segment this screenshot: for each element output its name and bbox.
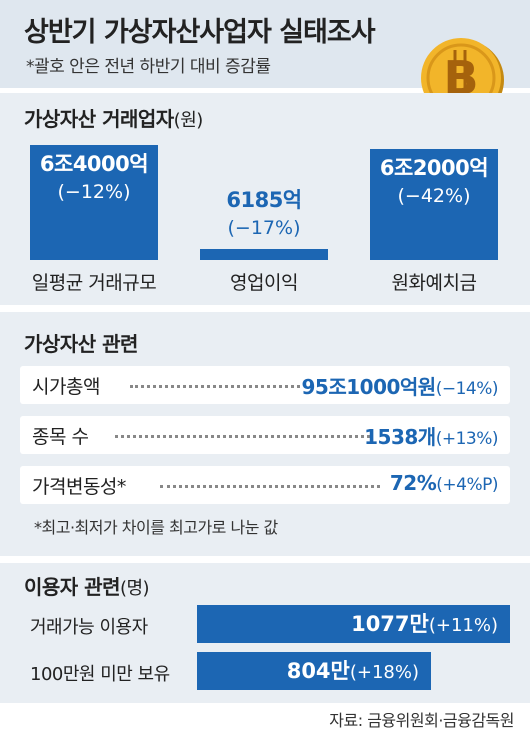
stat-row-volatility: 가격변동성* 72%(+4%P) (20, 466, 510, 504)
stat-value: 95조1000억원(−14%) (301, 375, 499, 399)
stat-label: 종목 수 (32, 426, 89, 448)
bar-2: 6조2000억 (−42%) (370, 149, 498, 260)
bar-category-label: 원화예치금 (391, 272, 477, 294)
assets-section: 가상자산 관련 시가총액 95조1000억원(−14%) 종목 수 1538개(… (0, 312, 530, 556)
bar-value: 6조2000억 (379, 156, 489, 180)
leader-dots (160, 485, 380, 488)
stat-value: 1538개(+13%) (364, 425, 498, 449)
user-bar-tradable: 1077만(+11%) (197, 605, 510, 643)
bar-value: 6185억 (226, 188, 302, 212)
bar-0: 6조4000억 (−12%) (30, 145, 158, 260)
page-title: 상반기 가상자산사업자 실태조사 (24, 17, 376, 48)
bar-value-label: 6조2000억 (−42%) (370, 149, 498, 209)
stat-row-listings: 종목 수 1538개(+13%) (20, 416, 510, 454)
leader-dots (130, 385, 300, 388)
user-bar-under-1m: 804만(+18%) (197, 652, 431, 690)
source-note: 자료: 금융위원회·금융감독원 (329, 711, 514, 730)
exchange-section: 가상자산 거래업자(원) 6조4000억 (−12%) 일평균 거래규모 6185억 (… (0, 93, 530, 305)
bar-category-label: 일평균 거래규모 (31, 272, 157, 294)
users-section-title: 이용자 관련(명) (24, 575, 150, 599)
bar-change: (−17%) (227, 217, 301, 239)
user-label-tradable: 거래가능 이용자 (30, 617, 148, 638)
user-label-under-1m: 100만원 미만 보유 (30, 664, 170, 685)
bar-change: (−42%) (397, 185, 471, 207)
bar-value-label: 6185억 (−17%) (200, 185, 328, 241)
assets-section-title: 가상자산 관련 (24, 332, 138, 356)
stat-label: 시가총액 (32, 376, 100, 398)
footnote: *최고·최저가 차이를 최고가로 나눈 값 (34, 518, 278, 537)
bar-1 (200, 249, 328, 260)
bar-category-label: 영업이익 (230, 272, 298, 294)
bar-change: (−12%) (57, 181, 131, 203)
page-subtitle: *괄호 안은 전년 하반기 대비 증감률 (26, 57, 271, 77)
users-section: 이용자 관련(명) 거래가능 이용자 1077만(+11%) 100만원 미만 … (0, 563, 530, 703)
stat-label: 가격변동성* (32, 476, 126, 498)
bar-value-label: 6조4000억 (−12%) (30, 145, 158, 205)
bar-value: 6조4000억 (39, 152, 149, 176)
stat-value: 72%(+4%P) (389, 471, 499, 495)
leader-dots (115, 435, 370, 438)
exchange-section-title: 가상자산 거래업자(원) (24, 107, 203, 131)
stat-row-market-cap: 시가총액 95조1000억원(−14%) (20, 366, 510, 404)
